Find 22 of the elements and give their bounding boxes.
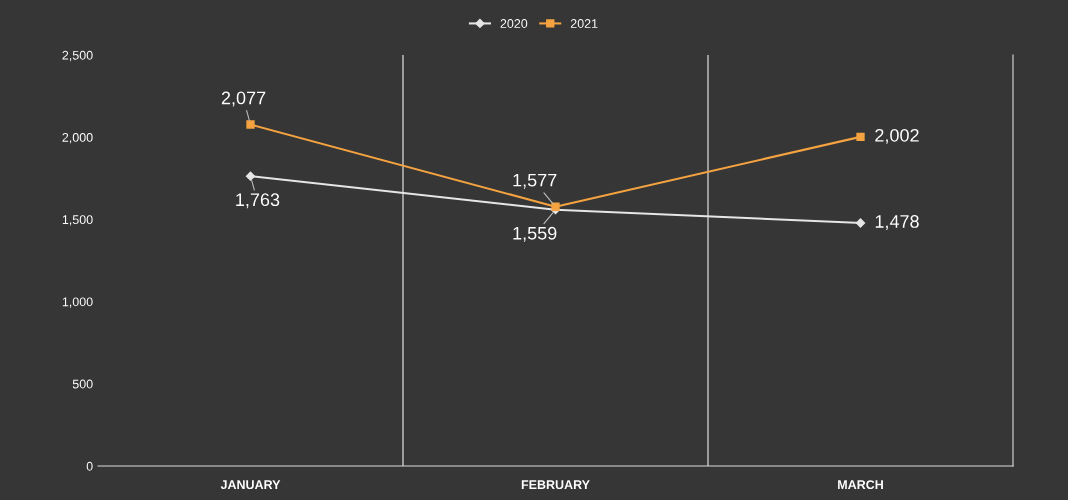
- point: [551, 202, 560, 211]
- y-tick-label: 500: [72, 379, 93, 389]
- y-tick-label: 2,000: [62, 133, 93, 144]
- point: [855, 218, 866, 228]
- point: [246, 120, 255, 129]
- point: [245, 171, 256, 181]
- legend-label: 2021: [570, 19, 598, 28]
- y-tick-label: 0: [86, 461, 93, 471]
- x-tick-label: MARCH: [838, 480, 883, 490]
- data-label: 2,002: [875, 128, 919, 144]
- x-tick-label: FEBRUARY: [521, 480, 590, 490]
- data-label: 1,478: [875, 215, 919, 230]
- y-tick-label: 2,500: [62, 50, 93, 62]
- y-tick-label: 1,500: [62, 215, 93, 226]
- x-tick-label: JANUARY: [220, 480, 281, 490]
- data-label: 1,559: [513, 226, 557, 242]
- y-tick-label: 1,000: [62, 297, 93, 308]
- legend-label: 2020: [500, 19, 528, 28]
- point: [856, 132, 865, 142]
- data-label: 2,077: [221, 91, 266, 107]
- data-label: 1,763: [236, 193, 280, 209]
- data-label: 1,577: [513, 173, 557, 189]
